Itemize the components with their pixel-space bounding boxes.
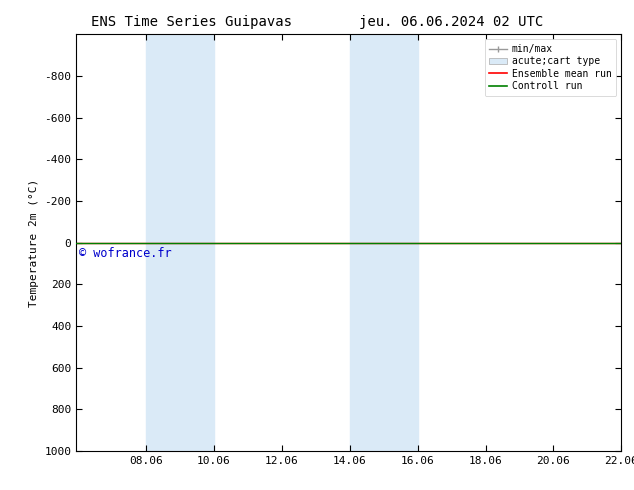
Bar: [350, 34, 418, 451]
Text: © wofrance.fr: © wofrance.fr: [79, 246, 172, 260]
Bar: [146, 34, 214, 451]
Legend: min/max, acute;cart type, Ensemble mean run, Controll run: min/max, acute;cart type, Ensemble mean …: [484, 39, 616, 96]
Text: ENS Time Series Guipavas        jeu. 06.06.2024 02 UTC: ENS Time Series Guipavas jeu. 06.06.2024…: [91, 15, 543, 29]
Y-axis label: Temperature 2m (°C): Temperature 2m (°C): [29, 178, 39, 307]
